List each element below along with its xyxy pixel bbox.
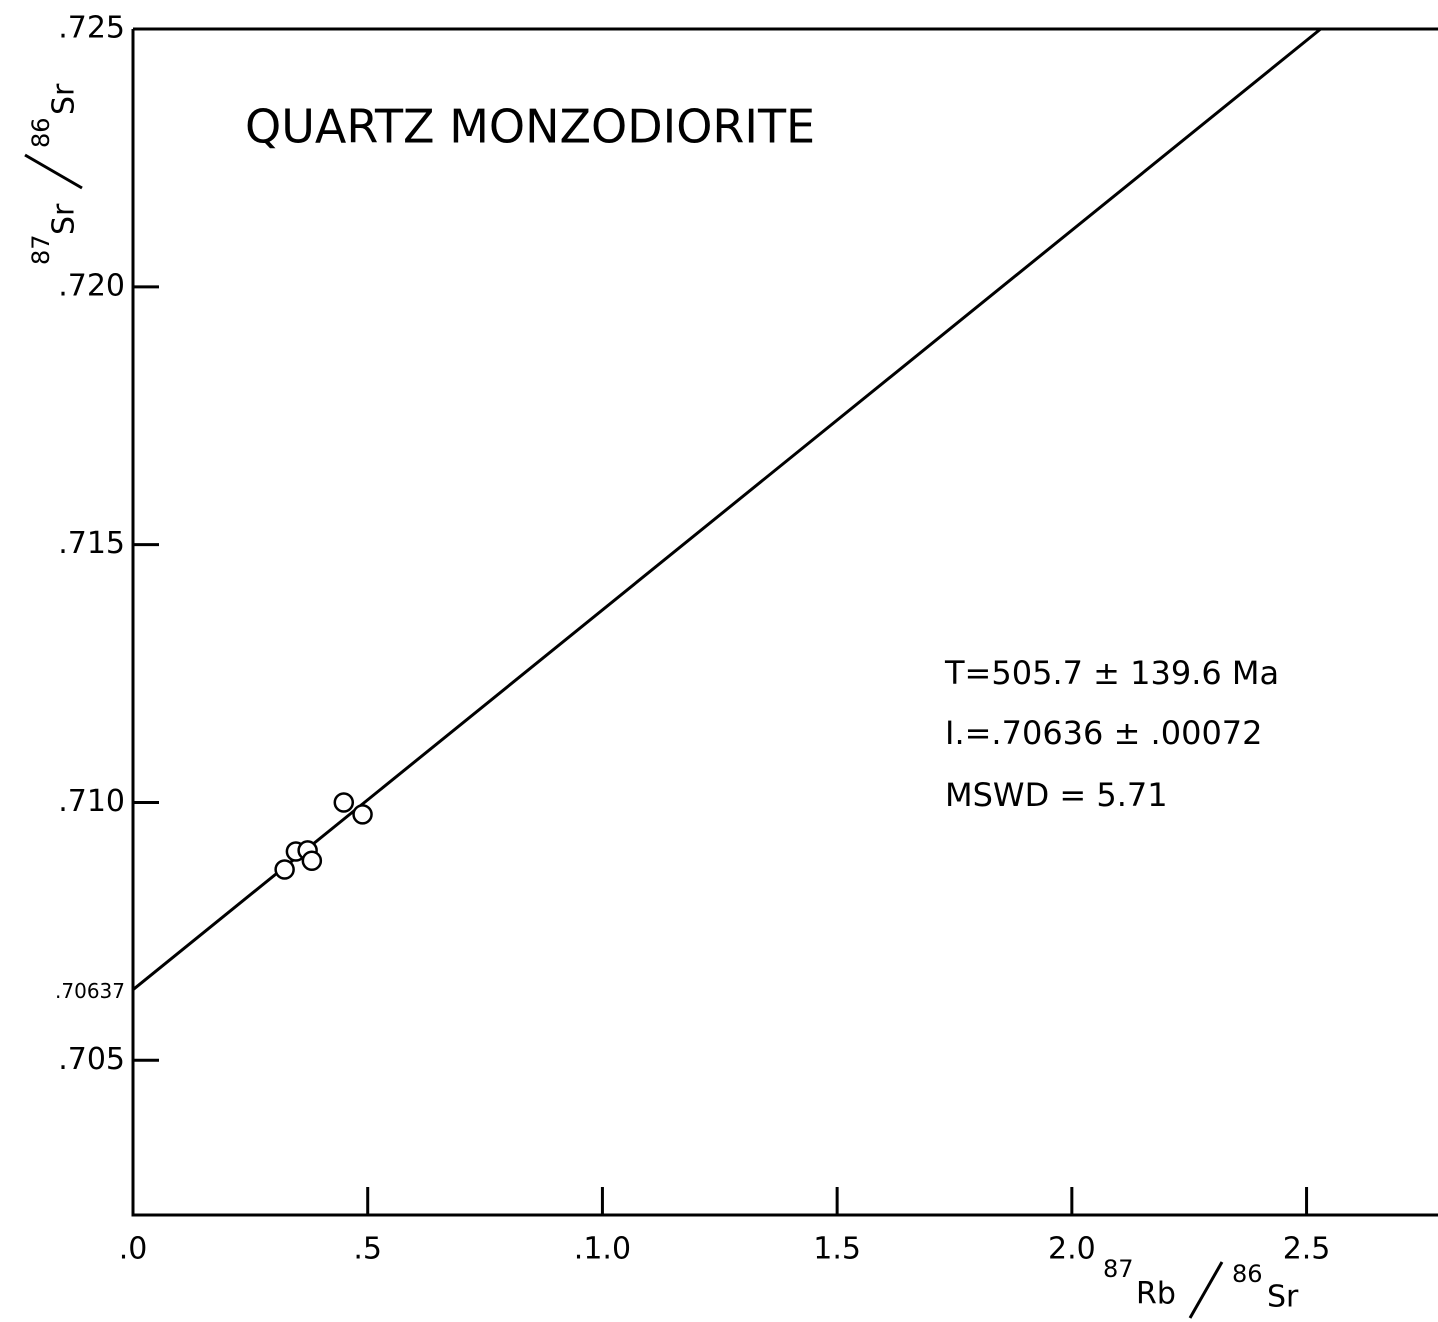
y-label-part: 87 [27, 234, 55, 265]
x-axis-label: 87 Rb 86 Sr [1103, 1255, 1299, 1319]
x-tick-label: .5 [353, 1232, 382, 1267]
y-tick-label: .715 [58, 526, 125, 561]
x-label-slash [1188, 1261, 1224, 1319]
annotation: T=505.7 ± 139.6 Ma [944, 654, 1279, 692]
y-tick-label: .705 [58, 1042, 125, 1077]
y-tick-label: .720 [58, 268, 125, 303]
x-tick-label: 2.0 [1048, 1232, 1096, 1267]
annotation: MSWD = 5.71 [945, 776, 1168, 814]
x-tick-label: 2.5 [1283, 1232, 1331, 1267]
intercept-label: .70637 [55, 979, 125, 1003]
y-axis-label: 87 Sr 86 Sr [24, 83, 83, 265]
y-label-part: 86 [27, 117, 55, 148]
x-tick-label: .1.0 [574, 1232, 631, 1267]
y-label-part: Sr [47, 83, 82, 115]
y-tick-label: .710 [58, 784, 125, 819]
y-label-part: Sr [47, 203, 82, 235]
annotation: I.=.70636 ± .00072 [945, 714, 1263, 752]
isochron-line [132, 27, 1322, 991]
data-point [352, 804, 373, 825]
x-label-part: Sr [1267, 1280, 1299, 1315]
y-tick-label: .725 [58, 11, 125, 46]
data-point [274, 859, 295, 880]
x-label-part: 87 [1103, 1255, 1134, 1283]
chart-title: QUARTZ MONZODIORITE [245, 100, 815, 154]
x-tick-label: .0 [119, 1232, 148, 1267]
x-label-part: 86 [1232, 1260, 1263, 1288]
axes-frame [131, 27, 1438, 1217]
x-label-part: Rb [1136, 1277, 1176, 1312]
data-point [333, 792, 355, 813]
x-tick-label: 1.5 [813, 1232, 861, 1267]
y-label-slash [24, 153, 83, 190]
data-point [301, 850, 323, 871]
